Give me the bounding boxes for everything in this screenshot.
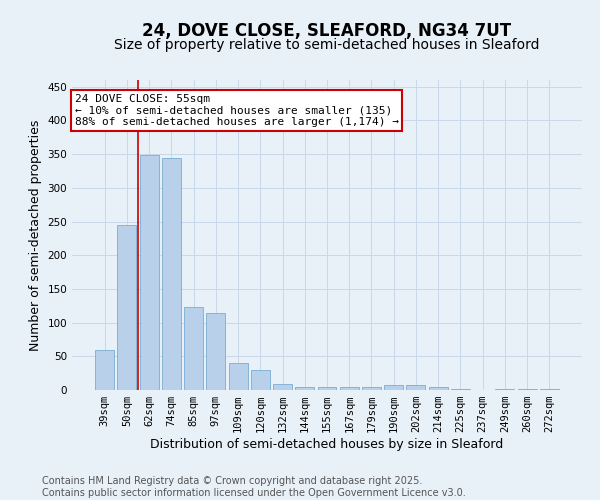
Bar xyxy=(340,386,359,390)
Bar xyxy=(429,386,448,390)
Text: 24 DOVE CLOSE: 55sqm
← 10% of semi-detached houses are smaller (135)
88% of semi: 24 DOVE CLOSE: 55sqm ← 10% of semi-detac… xyxy=(74,94,398,127)
Bar xyxy=(273,384,292,390)
Bar xyxy=(206,312,225,390)
Bar xyxy=(451,388,470,390)
Bar xyxy=(229,363,248,390)
Bar xyxy=(317,386,337,390)
Bar xyxy=(295,386,314,390)
Text: 24, DOVE CLOSE, SLEAFORD, NG34 7UT: 24, DOVE CLOSE, SLEAFORD, NG34 7UT xyxy=(142,22,512,40)
Bar xyxy=(362,386,381,390)
Bar xyxy=(140,155,158,390)
Bar xyxy=(118,225,136,390)
Bar xyxy=(406,386,425,390)
Text: Contains HM Land Registry data © Crown copyright and database right 2025.
Contai: Contains HM Land Registry data © Crown c… xyxy=(42,476,466,498)
X-axis label: Distribution of semi-detached houses by size in Sleaford: Distribution of semi-detached houses by … xyxy=(151,438,503,451)
Bar xyxy=(184,307,203,390)
Title: Size of property relative to semi-detached houses in Sleaford: Size of property relative to semi-detach… xyxy=(114,38,540,52)
Bar xyxy=(251,370,270,390)
Bar xyxy=(540,388,559,390)
Bar xyxy=(384,386,403,390)
Bar xyxy=(95,350,114,390)
Bar xyxy=(162,158,181,390)
Y-axis label: Number of semi-detached properties: Number of semi-detached properties xyxy=(29,120,42,350)
